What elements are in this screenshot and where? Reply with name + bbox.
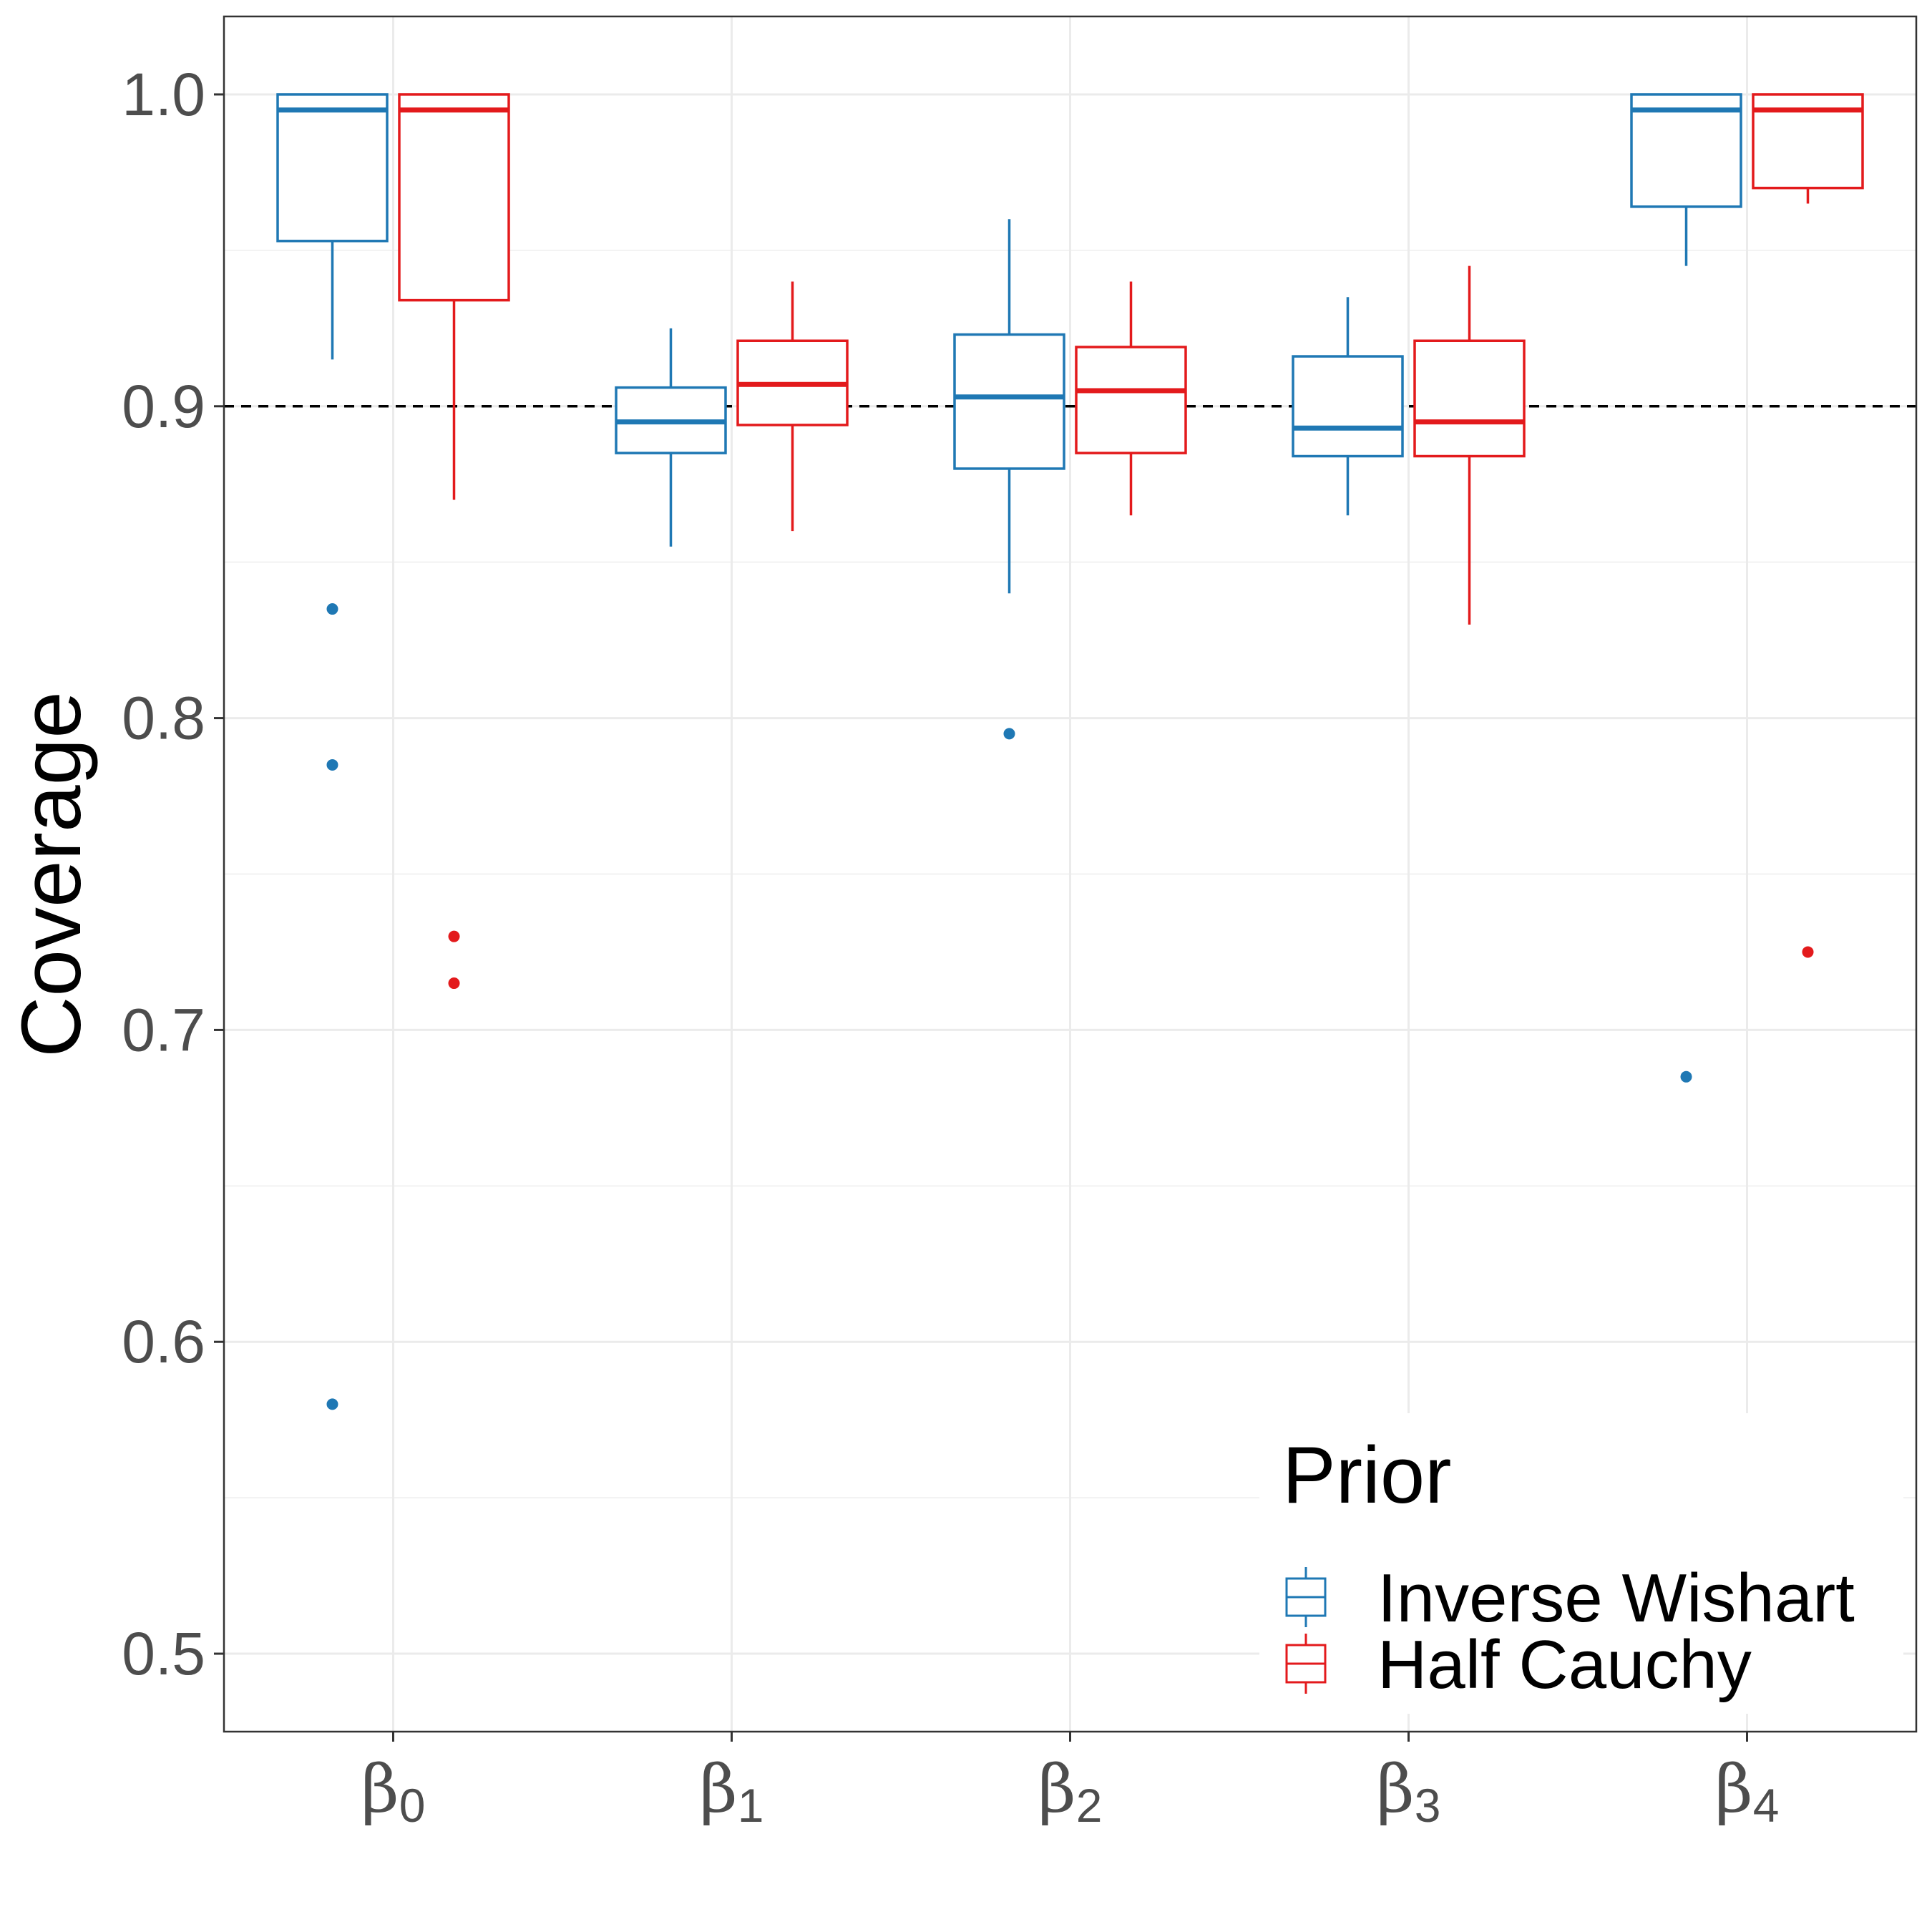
boxplot-inverse-wishart-0 [276, 93, 389, 1410]
y-tick-label: 0.8 [122, 685, 205, 752]
box-iqr [1075, 346, 1187, 454]
y-axis-title: Coverage [4, 691, 99, 1058]
legend-label: Inverse Wishart [1377, 1560, 1855, 1636]
outlier-point [326, 758, 338, 771]
y-tick-label: 1.0 [122, 61, 205, 128]
box-iqr [953, 333, 1065, 470]
legend-title: Prior [1282, 1430, 1451, 1520]
x-tick-label: β2 [1038, 1751, 1103, 1832]
boxplot-half-cauchy-1 [736, 281, 849, 532]
legend-background [1259, 1413, 1903, 1714]
plot-panel-border [223, 15, 1918, 1733]
box-layer [276, 93, 1864, 1410]
boxplot-half-cauchy-3 [1413, 265, 1526, 625]
y-tick-label: 0.6 [122, 1308, 205, 1375]
legend-label: Half Cauchy [1377, 1626, 1752, 1703]
boxplot-inverse-wishart-2 [953, 219, 1065, 740]
outlier-point [1003, 728, 1015, 740]
outlier-point [1802, 946, 1814, 958]
box-iqr [1413, 339, 1526, 458]
boxplot-inverse-wishart-1 [615, 328, 727, 547]
box-iqr [398, 93, 510, 302]
boxplot-half-cauchy-4 [1752, 93, 1864, 958]
legend-key-inverse-wishart: Inverse Wishart [1285, 1560, 1855, 1636]
outlier-point [448, 977, 460, 990]
x-tick-label: β1 [700, 1751, 764, 1832]
outlier-point [326, 1398, 338, 1410]
box-iqr [276, 93, 389, 243]
boxplot-inverse-wishart-4 [1630, 93, 1742, 1083]
boxplot-half-cauchy-2 [1075, 281, 1187, 516]
outlier-point [326, 603, 338, 615]
outlier-point [448, 930, 460, 942]
y-tick-label: 0.9 [122, 373, 205, 440]
outlier-point [1680, 1070, 1692, 1083]
x-axis: β0 β1 β2 β3 β4 [361, 1732, 1780, 1832]
box-iqr [1630, 93, 1742, 208]
x-tick-label: β4 [1715, 1751, 1780, 1832]
boxplot-half-cauchy-0 [398, 93, 510, 990]
boxplot-inverse-wishart-3 [1292, 297, 1404, 516]
y-tick-label: 0.5 [122, 1620, 205, 1687]
x-tick-label: β3 [1377, 1751, 1441, 1832]
legend-key-half-cauchy: Half Cauchy [1285, 1626, 1752, 1703]
box-iqr [1292, 355, 1404, 458]
y-axis: 0.5 0.6 0.7 0.8 0.9 1.0 [122, 61, 224, 1687]
y-tick-label: 0.7 [122, 996, 205, 1063]
x-tick-label: β0 [361, 1751, 426, 1832]
